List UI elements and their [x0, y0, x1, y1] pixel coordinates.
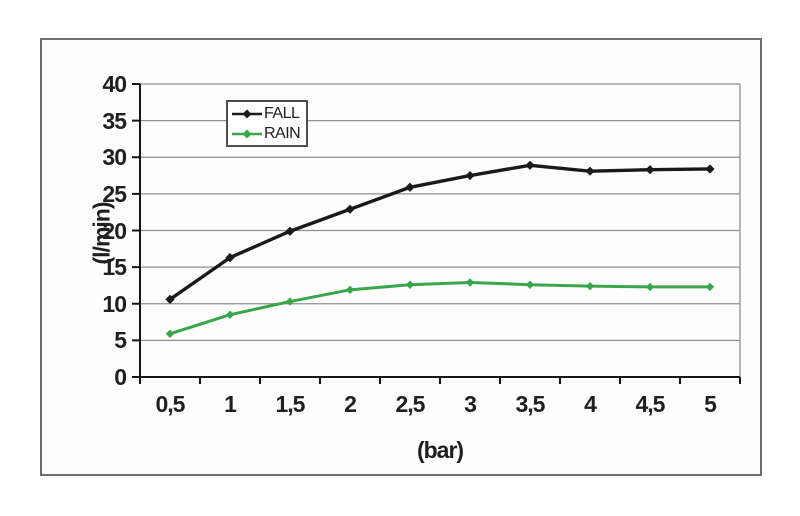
- x-tick-label: 2,5: [395, 391, 426, 417]
- data-point-fall: [165, 294, 175, 304]
- data-point-rain: [465, 278, 475, 287]
- y-tick-label: 40: [102, 71, 127, 97]
- x-tick-label: 5: [704, 391, 717, 417]
- x-tick-label: 3,5: [515, 391, 546, 417]
- y-tick-label: 5: [114, 327, 127, 354]
- data-point-rain: [405, 280, 415, 289]
- y-tick-label: 15: [102, 254, 127, 281]
- data-point-rain: [225, 310, 235, 319]
- rain-line-marker-icon: [232, 129, 262, 138]
- data-point-rain: [345, 285, 355, 295]
- x-tick-label: 2: [344, 391, 357, 417]
- y-tick-label: 20: [102, 217, 127, 244]
- data-point-rain: [525, 280, 535, 289]
- data-point-fall: [585, 166, 595, 176]
- x-tick-label: 0,5: [155, 391, 186, 417]
- data-point-fall: [705, 164, 715, 174]
- x-tick-label: 4,5: [635, 391, 666, 417]
- data-point-fall: [225, 253, 235, 263]
- data-point-fall: [405, 182, 415, 192]
- data-point-rain: [645, 282, 655, 292]
- x-tick-label: 1,5: [275, 391, 306, 417]
- y-tick-label: 10: [102, 290, 127, 317]
- y-tick-label: 35: [102, 107, 127, 134]
- x-tick-label: 4: [584, 391, 597, 417]
- data-point-fall: [645, 165, 655, 175]
- y-axis-title: (l/min): [88, 202, 115, 265]
- legend-item-fall: FALL: [231, 104, 303, 123]
- x-tick-label: 1: [224, 391, 237, 417]
- y-tick-label: 0: [114, 364, 127, 390]
- y-tick-label: 30: [102, 144, 127, 171]
- y-tick-label: 25: [102, 180, 127, 207]
- data-point-fall: [465, 170, 475, 181]
- x-tick-label: 3: [464, 391, 477, 417]
- series-line-rain: [168, 281, 712, 336]
- legend-label-rain: RAIN: [264, 124, 301, 142]
- data-point-fall: [285, 226, 295, 236]
- data-point-fall: [345, 204, 355, 214]
- data-point-rain: [705, 282, 715, 292]
- data-point-fall: [525, 160, 535, 170]
- x-axis-title: (bar): [416, 437, 464, 463]
- legend-label-fall: FALL: [264, 104, 300, 122]
- chart-frame: [40, 38, 762, 476]
- data-point-rain: [285, 297, 295, 306]
- legend: FALL RAIN: [226, 100, 308, 147]
- series-line-fall: [168, 163, 712, 302]
- data-point-rain: [585, 281, 595, 291]
- fall-line-marker-icon: [232, 109, 262, 118]
- legend-item-rain: RAIN: [231, 124, 303, 143]
- data-point-rain: [165, 329, 175, 338]
